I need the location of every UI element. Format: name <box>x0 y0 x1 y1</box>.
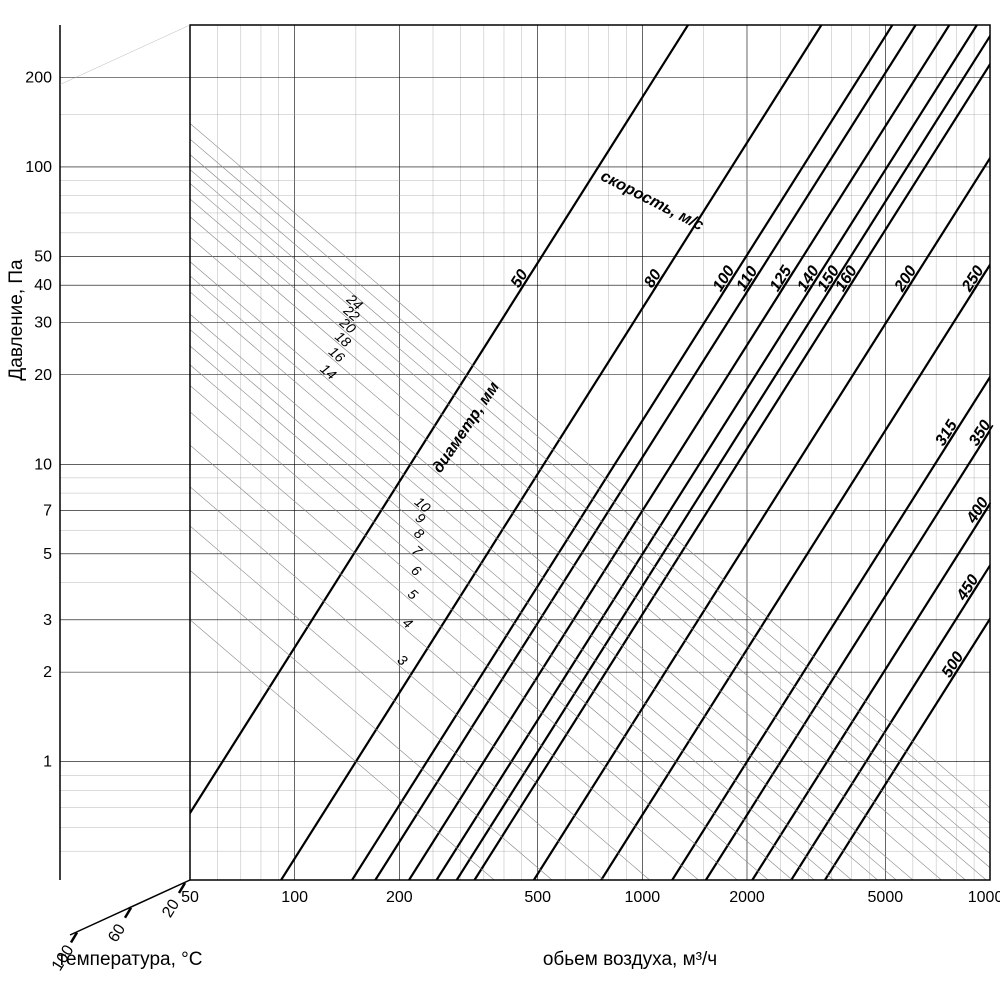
velocity-label: 8 <box>411 525 427 542</box>
diameter-label: 50 <box>508 267 532 291</box>
x-axis-label: обьем воздуха, м³/ч <box>543 949 717 970</box>
velocity-line <box>0 0 1000 993</box>
velocity-line <box>0 0 1000 993</box>
diameter-line <box>0 0 1000 993</box>
diameter-family-label: диаметр, мм <box>430 379 503 476</box>
diameter-line <box>0 0 1000 993</box>
y-tick-label: 2 <box>43 664 52 681</box>
y-axis-label: Давление, Па <box>6 259 27 381</box>
y-tick-label: 20 <box>34 367 52 384</box>
velocity-line <box>0 0 1000 993</box>
diameter-label: 450 <box>953 572 982 605</box>
x-tick-label: 50 <box>181 889 199 906</box>
velocity-line <box>0 0 1000 993</box>
x-tick-label: 10000 <box>968 889 1000 906</box>
x-tick-label: 1000 <box>625 889 661 906</box>
nomograph-container: 50 100 200 500 1000 2000 5000 10000 1 2 3 5 7 10 20 30 4… <box>0 0 1000 993</box>
diameter-label: 80 <box>641 267 665 291</box>
velocity-line <box>0 0 1000 993</box>
diameter-label: 125 <box>767 262 796 295</box>
velocity-line <box>0 0 1000 993</box>
diameter-line <box>0 0 1000 993</box>
nomograph-svg: 50 100 200 500 1000 2000 5000 10000 1 2 3 5 7 10 20 30 4… <box>0 0 1000 993</box>
diameter-line <box>0 0 1000 993</box>
diameter-line <box>0 0 1000 993</box>
temp-tick-label: 20 <box>159 896 183 920</box>
diameter-label: 250 <box>958 263 987 296</box>
velocity-line <box>0 0 1000 993</box>
x-tick-label: 2000 <box>729 889 765 906</box>
y-tick-label: 200 <box>25 69 52 86</box>
plot-border <box>190 25 990 880</box>
y-tick-label: 50 <box>34 248 52 265</box>
velocity-line <box>0 0 1000 993</box>
velocity-label: 7 <box>409 542 426 560</box>
y-tick-label: 7 <box>43 502 52 519</box>
diameter-line <box>0 0 1000 993</box>
x-tick-label: 100 <box>281 889 308 906</box>
velocity-label: 4 <box>400 614 416 631</box>
diameter-line <box>0 0 1000 993</box>
diameter-line <box>0 0 1000 993</box>
velocity-line <box>0 0 1000 993</box>
velocity-line <box>0 0 1000 993</box>
velocity-line <box>0 0 1000 993</box>
velocity-label: 6 <box>408 562 424 579</box>
velocity-line <box>0 0 1000 993</box>
velocity-line <box>0 0 1000 993</box>
diameter-line <box>0 0 1000 993</box>
y-tick-label: 100 <box>25 159 52 176</box>
velocity-line <box>0 0 1000 993</box>
x-tick-label: 200 <box>386 889 413 906</box>
y-tick-label: 3 <box>43 612 52 629</box>
velocity-line <box>0 0 1000 993</box>
velocity-line <box>0 0 1000 993</box>
velocity-label: 3 <box>394 651 410 668</box>
diameter-label: 160 <box>832 263 861 295</box>
diameter-label: 200 <box>891 263 920 296</box>
diameter-line <box>0 0 1000 993</box>
velocity-line <box>0 0 1000 993</box>
diameter-label: 400 <box>963 495 992 528</box>
diameter-line <box>0 0 1000 993</box>
velocity-line <box>0 0 1000 993</box>
diameter-label: 315 <box>932 416 961 449</box>
y-tick-label: 40 <box>34 277 52 294</box>
velocity-label: 5 <box>405 585 421 602</box>
velocity-line <box>0 0 1000 993</box>
y-tick-label: 10 <box>34 456 52 473</box>
velocity-family-label: скорость, м/с <box>598 168 707 235</box>
y-tick-label: 5 <box>43 546 52 563</box>
diameter-line <box>0 0 1000 993</box>
x-tick-label: 500 <box>524 889 551 906</box>
diameter-line <box>0 0 1000 993</box>
velocity-line <box>0 0 1000 993</box>
velocity-line <box>0 0 1000 993</box>
velocity-label: 10 <box>412 493 434 515</box>
x-tick-label: 5000 <box>868 889 904 906</box>
temp-axis-label: температура, °C <box>58 949 203 970</box>
y-tick-label: 30 <box>34 314 52 331</box>
y-tick-label: 1 <box>43 754 52 771</box>
temp-tick-label: 60 <box>105 921 129 945</box>
temp-top-edge <box>60 25 190 85</box>
diameter-line <box>0 0 1000 993</box>
diameter-label: 100 <box>710 263 739 295</box>
diameter-line <box>0 0 1000 993</box>
velocity-line <box>0 0 1000 993</box>
diameter-label: 500 <box>939 649 968 681</box>
